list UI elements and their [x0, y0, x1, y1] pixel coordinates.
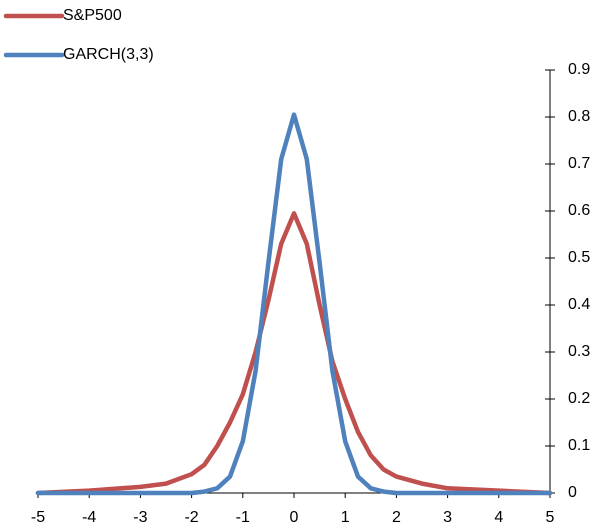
- y-tick-label: 0.7: [568, 155, 590, 172]
- y-tick-label: 0: [568, 484, 577, 501]
- y-tick-label: 0.9: [568, 61, 590, 78]
- x-tick-label: 1: [341, 509, 350, 526]
- legend-label: GARCH(3,3): [63, 46, 154, 63]
- y-tick-label: 0.6: [568, 202, 590, 219]
- series-line: [35, 211, 553, 496]
- y-tick-label: 0.1: [568, 437, 590, 454]
- x-tick-label: 3: [443, 509, 452, 526]
- y-tick-label: 0.4: [568, 296, 590, 313]
- x-tick-label: 2: [392, 509, 401, 526]
- series-line: [35, 112, 553, 496]
- x-tick-label: -4: [82, 509, 96, 526]
- y-tick-label: 0.2: [568, 390, 590, 407]
- x-tick-label: -3: [133, 509, 147, 526]
- x-tick-label: 4: [494, 509, 503, 526]
- x-tick-label: 0: [290, 509, 299, 526]
- x-tick-label: 5: [546, 509, 555, 526]
- y-tick-label: 0.5: [568, 249, 590, 266]
- x-tick-label: -2: [184, 509, 198, 526]
- y-tick-label: 0.8: [568, 108, 590, 125]
- x-tick-label: -5: [31, 509, 45, 526]
- y-tick-label: 0.3: [568, 343, 590, 360]
- legend-label: S&P500: [63, 7, 122, 24]
- x-tick-label: -1: [236, 509, 250, 526]
